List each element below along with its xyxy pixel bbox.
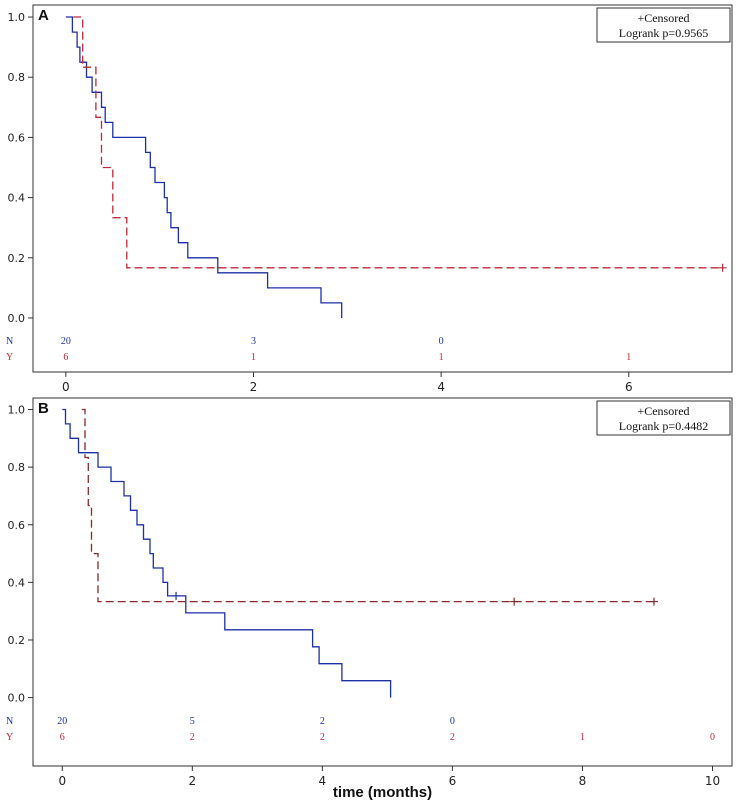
y-tick-label: 1.0 (8, 11, 26, 24)
risk-count: 1 (251, 352, 256, 363)
x-tick-label: 2 (188, 774, 196, 788)
legend-logrank-text: Logrank p=0.4482 (619, 419, 708, 433)
censor-mark (649, 597, 658, 606)
risk-count: 2 (190, 732, 195, 743)
x-axis-title: time (months) (333, 784, 432, 801)
plot-frame (32, 4, 733, 373)
y-tick-label: 0.2 (8, 634, 26, 647)
y-tick-label: 1.0 (8, 404, 26, 417)
y-tick-label: 0.4 (8, 576, 26, 589)
censor-mark (718, 263, 727, 272)
x-tick-label: 10 (705, 774, 720, 788)
legend-box (596, 400, 731, 436)
y-tick-label: 0.6 (8, 519, 26, 532)
x-tick-label: 8 (579, 774, 587, 788)
y-tick-label: 0.6 (8, 131, 26, 144)
legend-censored-text: +Censored (637, 11, 689, 25)
risk-count: 0 (439, 336, 444, 347)
y-tick-label: 0.8 (8, 71, 26, 84)
legend-logrank-text: Logrank p=0.9565 (619, 26, 708, 40)
risk-row-label-n: N (6, 716, 13, 727)
y-tick-label: 0.8 (8, 461, 26, 474)
risk-count: 1 (439, 352, 444, 363)
survival-curve-n (65, 16, 343, 318)
x-tick-label: 2 (250, 380, 258, 394)
risk-count: 6 (63, 352, 68, 363)
risk-count: 2 (320, 732, 325, 743)
km-panel-a: A 0.0 0.2 0.4 0.6 0.8 1.0 0 2 4 6 N 20 3 0 Y 6 1 1 1 +Censor… (6, 4, 733, 394)
y-tick-label: 0.0 (8, 312, 26, 325)
legend-box (596, 7, 731, 43)
censor-mark (510, 597, 519, 606)
risk-count: 1 (580, 732, 585, 743)
x-tick-label: 0 (58, 774, 66, 788)
risk-row-label-y: Y (6, 732, 13, 743)
risk-count: 2 (320, 716, 325, 727)
risk-row-label-y: Y (6, 352, 13, 363)
x-tick-label: 6 (625, 380, 633, 394)
legend-censored-text: +Censored (637, 404, 689, 418)
plot-frame (32, 397, 733, 767)
survival-curve-y (73, 16, 723, 269)
risk-count: 2 (450, 732, 455, 743)
risk-count: 0 (450, 716, 455, 727)
x-tick-label: 4 (437, 380, 445, 394)
y-tick-label: 0.4 (8, 192, 26, 205)
panel-label: A (38, 7, 49, 24)
y-tick-label: 0.2 (8, 252, 26, 265)
censor-mark (172, 591, 181, 600)
risk-row-label-n: N (6, 336, 13, 347)
x-tick-label: 4 (319, 774, 327, 788)
survival-curve-y (81, 408, 654, 603)
risk-count: 20 (57, 716, 67, 727)
panel-label: B (38, 400, 49, 417)
x-tick-label: 6 (449, 774, 457, 788)
risk-count: 0 (710, 732, 715, 743)
y-tick-label: 0.0 (8, 692, 26, 705)
risk-count: 5 (190, 716, 195, 727)
risk-count: 1 (626, 352, 631, 363)
risk-count: 3 (251, 336, 256, 347)
x-tick-label: 0 (62, 380, 70, 394)
survival-curve-n (62, 408, 392, 698)
risk-count: 6 (60, 732, 65, 743)
risk-count: 20 (61, 336, 71, 347)
km-panel-b: B0.00.20.40.60.81.00 2 4 6 8 10N 20 5 2 0Y 6 2 2 2 1 0+… (6, 397, 733, 801)
